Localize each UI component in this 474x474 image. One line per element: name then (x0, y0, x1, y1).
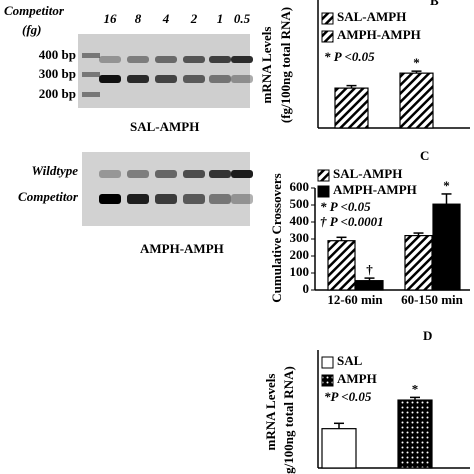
ladder-band (82, 92, 100, 97)
bar (404, 235, 433, 291)
legend-swatch (321, 30, 334, 43)
y-tick-label: 600 (290, 179, 310, 194)
bar (399, 72, 434, 129)
panel-label: C (420, 148, 429, 163)
x-tick-label: 12-60 min (327, 292, 383, 307)
legend-swatch (317, 169, 330, 182)
bar (334, 87, 369, 129)
legend-swatch (317, 185, 330, 198)
band (183, 75, 205, 83)
legend-label: AMPH-AMPH (337, 27, 421, 42)
legend-label: SAL-AMPH (333, 166, 402, 181)
y-tick-label: 300 (290, 230, 310, 245)
note: † P <0.0001 (320, 214, 384, 229)
y-tick-label: 100 (290, 264, 310, 279)
significance-mark: † (366, 262, 373, 277)
note: * P <0.05 (320, 199, 371, 214)
lane-label: 16 (104, 11, 118, 26)
legend-label: AMPH (337, 371, 377, 386)
band (127, 75, 149, 83)
x-tick-label: 60-150 min (401, 292, 464, 307)
band-label: Competitor (18, 189, 79, 204)
gel-2-caption: AMPH-AMPH (140, 241, 224, 256)
bar (355, 280, 384, 291)
band (231, 194, 253, 204)
band (231, 56, 253, 63)
y-tick-label: 400 (290, 213, 310, 228)
band (209, 194, 231, 204)
band (183, 56, 205, 63)
ladder-band (82, 53, 100, 58)
y-axis-label: (fg/100ng total RNA) (278, 7, 293, 123)
panel-label: B (430, 0, 439, 8)
bar (397, 399, 433, 469)
lane-label: 2 (190, 11, 198, 26)
band (155, 194, 177, 204)
band (127, 194, 149, 204)
significance-mark: * (412, 381, 419, 396)
marker-label: 400 bp (39, 47, 76, 62)
lane-label: 8 (135, 11, 142, 26)
bar (321, 428, 357, 469)
band (99, 56, 121, 63)
band (209, 170, 231, 178)
band (231, 170, 253, 178)
y-axis-label: mRNA Levels (263, 374, 278, 451)
gel-1-caption: SAL-AMPH (130, 119, 199, 134)
gel-2 (82, 152, 250, 226)
legend-label: SAL (337, 353, 363, 368)
legend-label: AMPH-AMPH (333, 182, 417, 197)
marker-label: 200 bp (39, 86, 76, 101)
band (99, 170, 121, 178)
y-tick-label: 500 (290, 196, 310, 211)
legend-swatch (321, 12, 334, 25)
band (99, 75, 121, 83)
bar (327, 240, 356, 291)
band (127, 170, 149, 178)
legend-swatch (321, 356, 334, 369)
band (209, 75, 231, 83)
gel-panels: Competitor (fg) SAL-AMPH Wildtype Compet… (4, 3, 250, 256)
unit-label: (fg) (22, 22, 42, 37)
band (127, 56, 149, 63)
panel-label: D (423, 328, 432, 343)
note: * P <0.05 (324, 49, 375, 64)
gel-1 (78, 34, 250, 108)
bar (432, 203, 461, 291)
band (155, 56, 177, 63)
band (155, 170, 177, 178)
band (183, 194, 205, 204)
y-axis-label: Cumulative Crossovers (269, 173, 284, 302)
band (209, 56, 231, 63)
legend-swatch (321, 374, 334, 387)
y-axis-label: g/100ng total RNA) (281, 366, 296, 474)
lane-label: 1 (217, 11, 224, 26)
note: *P <0.05 (324, 389, 372, 404)
marker-label: 300 bp (39, 66, 76, 81)
band-label: Wildtype (32, 163, 79, 178)
y-axis-label: mRNA Levels (259, 27, 274, 104)
y-tick-label: 200 (290, 247, 310, 262)
lane-label: 4 (162, 11, 170, 26)
band (155, 75, 177, 83)
ladder-band (82, 72, 100, 77)
competitor-label: Competitor (4, 3, 65, 18)
band (183, 170, 205, 178)
band (231, 75, 253, 83)
significance-mark: * (413, 55, 420, 70)
significance-mark: * (443, 178, 450, 193)
legend-label: SAL-AMPH (337, 9, 406, 24)
y-tick-label: 0 (303, 281, 310, 296)
lane-label: 0.5 (234, 11, 251, 26)
band (99, 194, 121, 204)
